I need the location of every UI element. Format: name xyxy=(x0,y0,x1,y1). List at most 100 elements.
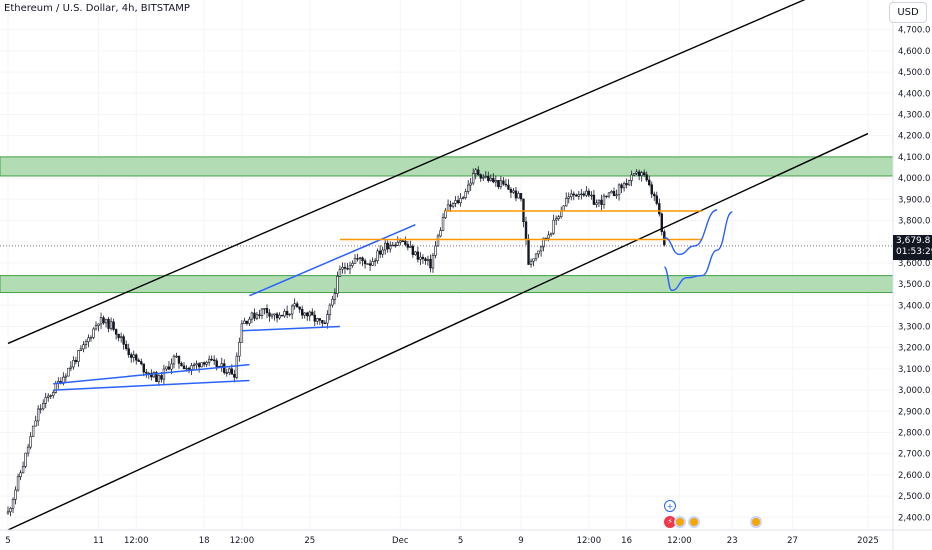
candle-body xyxy=(6,511,10,514)
candle-body xyxy=(150,372,153,378)
candle-body xyxy=(155,372,158,382)
candle-body xyxy=(416,251,420,260)
price-tick-label: 3,800.0 xyxy=(898,216,930,226)
us-flag-icon[interactable] xyxy=(688,516,700,528)
candle-body xyxy=(411,245,415,255)
candle-body xyxy=(572,193,575,196)
trend-line xyxy=(53,363,250,385)
candle-body xyxy=(554,218,558,221)
candle-body xyxy=(112,321,115,330)
candle-body xyxy=(607,192,611,197)
candle-body xyxy=(132,354,135,358)
candle-body xyxy=(575,194,578,197)
candle-body xyxy=(265,308,269,314)
time-axis[interactable]: 5 11 12:00 18 12:00 25 Dec 5 9 12:00 16 12:00 23 27 20… xyxy=(0,529,932,546)
candle-body xyxy=(109,321,113,329)
projection-path xyxy=(664,209,718,256)
candle-body xyxy=(401,240,404,242)
candle-body xyxy=(16,476,20,491)
candle-body xyxy=(64,375,68,378)
drawings[interactable] xyxy=(0,0,893,531)
candle-body xyxy=(306,312,309,317)
candle-body xyxy=(356,258,359,260)
candle-body xyxy=(451,203,455,207)
candle-body xyxy=(114,329,118,335)
candle-body xyxy=(587,190,591,196)
candle-body xyxy=(102,317,105,324)
candle-body xyxy=(127,348,130,355)
us-flag-icon[interactable] xyxy=(750,516,762,528)
candle-body xyxy=(371,261,374,266)
candle-body xyxy=(69,366,73,369)
candle-body xyxy=(223,363,226,373)
candle-body xyxy=(605,195,608,198)
candle-body xyxy=(597,199,601,204)
candle-body xyxy=(225,372,228,374)
candle-body xyxy=(373,260,377,262)
time-tick-label: Dec xyxy=(392,536,409,546)
candle-body xyxy=(250,312,254,320)
candle-body xyxy=(396,241,399,246)
candle-body xyxy=(89,337,93,339)
candle-body xyxy=(220,363,223,367)
candle-body xyxy=(77,350,80,362)
trend-line xyxy=(53,379,250,391)
candle-body xyxy=(537,250,540,255)
candle-body xyxy=(610,191,613,194)
candle-body xyxy=(323,322,327,325)
candle-body xyxy=(565,198,568,207)
candle-body xyxy=(630,174,633,181)
candle-body xyxy=(94,325,98,330)
candle-body xyxy=(170,363,173,370)
candle-body xyxy=(343,266,347,269)
price-tick-label: 4,100.0 xyxy=(898,153,930,163)
candle-body xyxy=(192,364,196,366)
candle-body xyxy=(394,244,397,247)
candle-body xyxy=(42,403,45,410)
candle-body xyxy=(376,250,379,261)
candle-body xyxy=(258,314,261,316)
candle-body xyxy=(175,355,178,358)
candle-body xyxy=(308,311,311,317)
candle-body xyxy=(617,184,621,196)
candle-body xyxy=(135,354,138,361)
candle-body xyxy=(464,191,467,198)
time-tick-label: 27 xyxy=(787,536,798,546)
price-tick-label: 2,900.0 xyxy=(898,407,930,417)
candle-body xyxy=(270,314,274,317)
candle-body xyxy=(660,213,664,232)
candle-body xyxy=(137,359,140,362)
price-tick-label: 2,400.0 xyxy=(898,513,930,523)
price-tick-label: 4,700.0 xyxy=(898,26,930,36)
candle-body xyxy=(316,318,319,322)
candle-body xyxy=(499,180,503,188)
candle-body xyxy=(366,263,369,265)
candle-body xyxy=(595,202,598,205)
candle-body xyxy=(107,318,110,329)
candle-body xyxy=(263,308,266,310)
flash-icon[interactable]: ⚡ xyxy=(664,516,676,528)
candle-body xyxy=(31,425,35,437)
symbol-title: Ethereum / U.S. Dollar, 4h, BITSTAMP xyxy=(4,3,190,14)
candle-body xyxy=(338,268,342,277)
candle-body xyxy=(519,193,523,200)
price-axis[interactable]: 2,400.0 2,500.0 2,600.0 2,700.0 2,800.0 2,900… xyxy=(892,0,930,550)
price-tick-label: 2,800.0 xyxy=(898,428,930,438)
candle-body xyxy=(645,174,648,181)
candle-body xyxy=(67,367,70,377)
us-flag-icon[interactable] xyxy=(674,516,686,528)
candle-body xyxy=(421,256,425,260)
add-event-icon[interactable]: + xyxy=(664,500,676,512)
price-tick-label: 3,900.0 xyxy=(898,195,930,205)
candle-body xyxy=(361,257,364,261)
candle-body xyxy=(52,392,55,396)
currency-button[interactable]: USD xyxy=(889,2,927,23)
candle-body xyxy=(187,367,191,370)
candle-body xyxy=(514,190,518,199)
candle-body xyxy=(472,173,475,184)
candle-body xyxy=(625,183,628,186)
candle-body xyxy=(321,319,324,324)
candle-body xyxy=(502,180,505,185)
candle-body xyxy=(285,311,289,315)
